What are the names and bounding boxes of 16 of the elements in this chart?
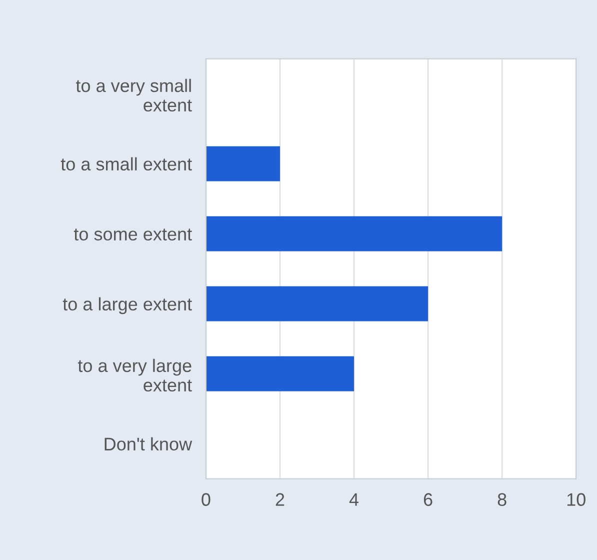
x-tick-label: 8 [498,493,506,506]
x-tick-label: 4 [349,493,359,506]
x-tick-label: 0 [202,493,210,506]
y-tick-label: to a very large extent [78,358,192,392]
bar [206,356,354,392]
x-tick-label: 6 [424,493,432,506]
y-tick-label: to a large extent [62,297,192,314]
bar [206,146,280,182]
y-tick-label: to a small extent [60,157,192,171]
bar [206,216,502,252]
y-tick-label: Don't know [104,437,192,451]
x-tick-label: 2 [276,493,284,506]
y-tick-label: to some extent [74,228,192,241]
x-tick-label: 10 [567,493,586,506]
bar [206,286,428,322]
y-tick-label: to a very small extent [76,78,192,112]
